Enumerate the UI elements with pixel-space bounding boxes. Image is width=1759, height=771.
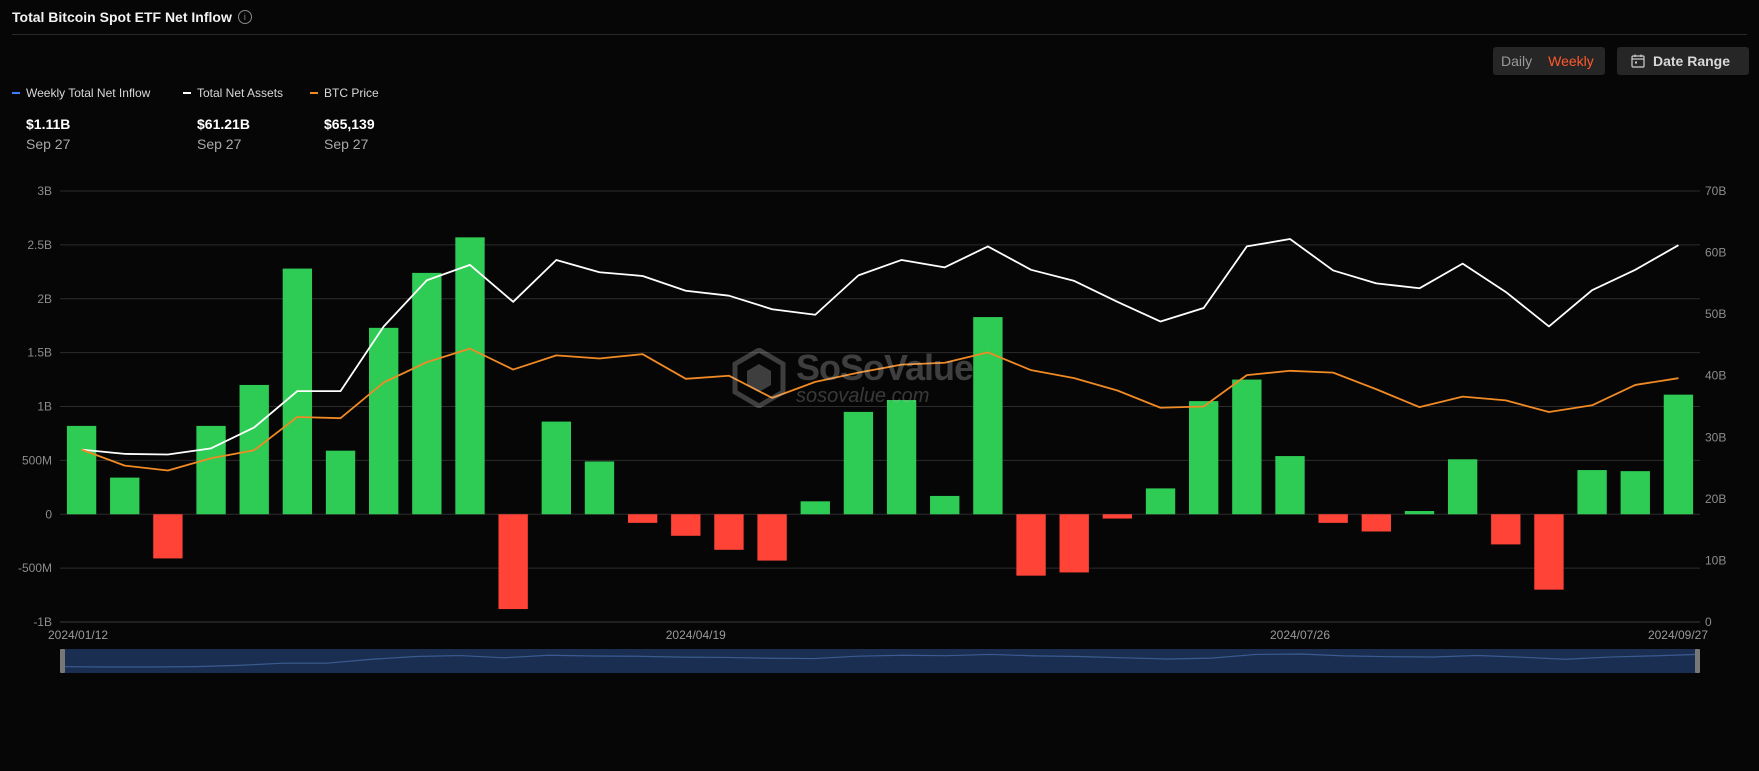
inflow-bar [541, 421, 571, 515]
inflow-bar [1232, 379, 1262, 515]
y-axis-left-tick-label: -500M [18, 561, 52, 575]
y-axis-left-tick-label: 2B [37, 292, 52, 306]
inflow-bar [757, 514, 787, 561]
x-axis-tick-label: 2024/04/19 [666, 628, 726, 642]
navigator-right-handle[interactable] [1695, 649, 1700, 673]
legend-date: Sep 27 [324, 136, 369, 152]
title-divider [12, 34, 1747, 35]
date-range-button[interactable]: Date Range [1617, 47, 1749, 75]
inflow-bar [412, 272, 442, 515]
inflow-bar [1145, 488, 1176, 515]
inflow-bar [455, 237, 485, 515]
y-axis-left-tick-label: 3B [37, 184, 52, 198]
y-axis-left-tick-label: 500M [22, 453, 52, 467]
inflow-bar [1404, 511, 1435, 515]
btc-price-line [81, 347, 1679, 472]
navigator-left-handle[interactable] [60, 649, 65, 673]
page-title: Total Bitcoin Spot ETF Net Inflow [12, 9, 232, 25]
inflow-bar [671, 514, 701, 536]
inflow-bar [584, 461, 615, 515]
legend-value: $65,139 [324, 116, 375, 132]
legend-swatch [183, 92, 191, 94]
inflow-bar [627, 514, 658, 523]
inflow-bar [714, 514, 744, 550]
y-axis-left-tick-label: 1.5B [27, 346, 52, 360]
inflow-bar [1663, 394, 1694, 515]
inflow-bar [886, 400, 917, 515]
y-axis-left-tick-label: 1B [37, 400, 52, 414]
legend-value: $1.11B [26, 116, 71, 132]
y-axis-left-tick-label: -1B [33, 615, 52, 629]
legend-swatch [12, 92, 20, 94]
total-net-assets-line [81, 238, 1679, 456]
y-axis-left-tick-label: 2.5B [27, 238, 52, 252]
inflow-bar [843, 411, 874, 515]
inflow-bar [1016, 514, 1046, 576]
inflow-bar [800, 501, 830, 515]
legend-date: Sep 27 [197, 136, 242, 152]
inflow-bar [1102, 514, 1133, 519]
inflow-bar [1577, 470, 1607, 515]
legend-label: BTC Price [324, 86, 379, 100]
inflow-bar [930, 495, 960, 515]
inflow-bar [1534, 514, 1564, 590]
inflow-bar [1491, 514, 1521, 545]
toggle-weekly-button[interactable]: Weekly [1548, 53, 1594, 69]
inflow-bar [325, 450, 356, 515]
inflow-bar [1447, 459, 1478, 515]
period-toggle: Daily Weekly [1493, 47, 1605, 75]
y-axis-right-tick-label: 10B [1705, 553, 1726, 567]
inflow-bar [1620, 471, 1650, 515]
y-axis-right-tick-label: 50B [1705, 307, 1726, 321]
y-axis-right-tick-label: 70B [1705, 184, 1726, 198]
legend-date: Sep 27 [26, 136, 71, 152]
legend-swatch [310, 92, 318, 94]
y-axis-left-tick-label: 0 [45, 507, 52, 521]
legend-label: Weekly Total Net Inflow [26, 86, 151, 100]
inflow-bar [196, 425, 226, 515]
inflow-bar [498, 514, 528, 610]
chart-title-bar: Total Bitcoin Spot ETF Net Inflow i [12, 4, 252, 30]
x-axis-tick-label: 2024/07/26 [1270, 628, 1330, 642]
y-axis-right-tick-label: 0 [1705, 615, 1712, 629]
x-axis-tick-label: 2024/01/12 [48, 628, 108, 642]
inflow-bar [1275, 456, 1305, 515]
legend-label: Total Net Assets [197, 86, 284, 100]
navigator-line [61, 653, 1699, 668]
legend-btc-price[interactable]: BTC Price $65,139 Sep 27 [310, 86, 379, 152]
inflow-bar [1361, 514, 1391, 532]
info-icon[interactable]: i [237, 10, 252, 24]
inflow-bar [153, 514, 183, 559]
calendar-icon [1631, 54, 1645, 68]
legend-weekly-net-inflow[interactable]: Weekly Total Net Inflow $1.11B Sep 27 [12, 86, 150, 152]
inflow-bar [973, 317, 1003, 515]
range-navigator [62, 649, 1698, 673]
y-axis-right-tick-label: 40B [1705, 369, 1726, 383]
y-axis-right-tick-label: 60B [1705, 246, 1726, 260]
y-axis-right-tick-label: 30B [1705, 430, 1726, 444]
legend-value: $61.21B [197, 116, 250, 132]
inflow-bar [1189, 401, 1219, 515]
inflow-bar [1318, 514, 1348, 523]
toggle-daily-button[interactable]: Daily [1501, 53, 1533, 69]
inflow-bar [110, 477, 140, 515]
inflow-bar [66, 425, 97, 515]
x-axis-tick-label: 2024/09/27 [1648, 628, 1708, 642]
date-range-label: Date Range [1653, 53, 1731, 69]
legend-total-net-assets[interactable]: Total Net Assets $61.21B Sep 27 [183, 86, 283, 152]
inflow-bar [369, 327, 399, 515]
inflow-bar [1059, 514, 1089, 573]
y-axis-right-tick-label: 20B [1705, 492, 1726, 506]
